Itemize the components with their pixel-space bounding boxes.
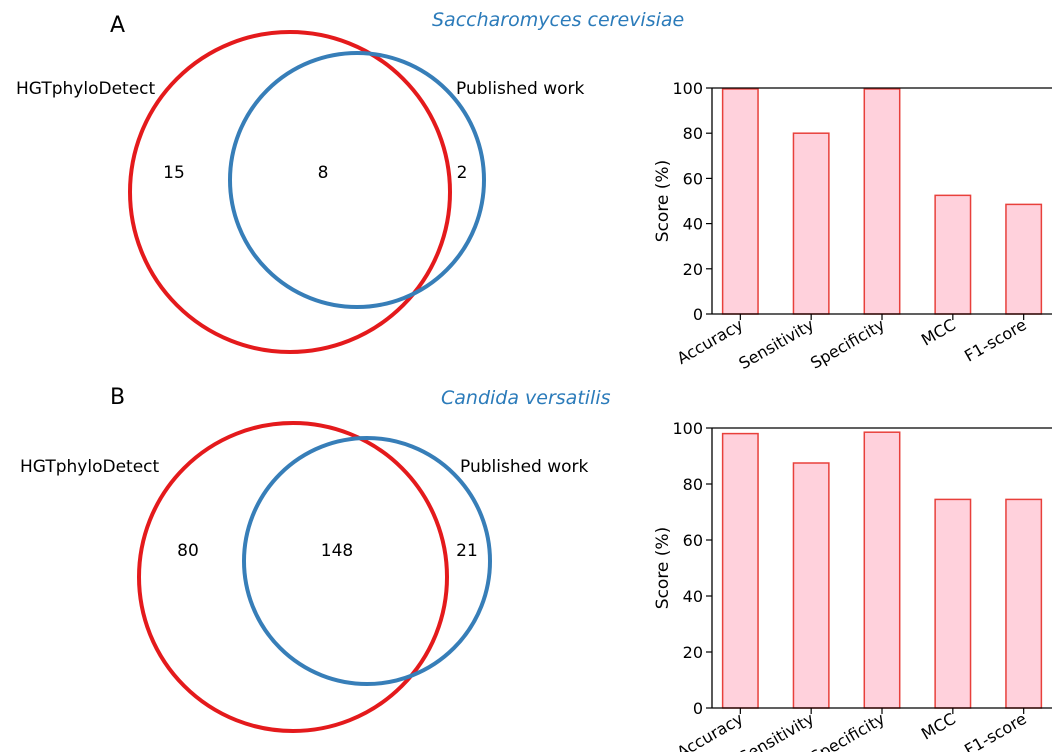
x-tick-label-mcc: MCC <box>918 709 959 744</box>
venn-label-published-b: Published work <box>460 457 589 477</box>
y-tick-label: 0 <box>693 305 703 324</box>
x-tick-label-accuracy: Accuracy <box>674 709 747 752</box>
x-tick-label-sensitivity: Sensitivity <box>736 709 818 752</box>
x-tick-label-mcc: MCC <box>918 315 959 350</box>
bar-mcc <box>935 195 970 314</box>
y-tick-label: 80 <box>683 475 703 494</box>
venn-count-overlap-b: 148 <box>321 541 353 561</box>
panel-b: B Candida versatilis HGTphyloDetect Publ… <box>20 385 1052 752</box>
x-tick-label-accuracy: Accuracy <box>674 315 747 368</box>
x-tick-label-specificity: Specificity <box>807 709 888 752</box>
venn-label-tool-b: HGTphyloDetect <box>20 457 160 477</box>
bar-sensitivity <box>793 463 828 708</box>
bar-f1-score <box>1006 499 1041 708</box>
venn-label-published-a: Published work <box>456 79 585 99</box>
panel-a: A Saccharomyces cerevisiae HGTphyloDetec… <box>16 9 1052 373</box>
species-title-b: Candida versatilis <box>441 387 611 409</box>
bar-accuracy <box>723 89 758 314</box>
y-tick-label: 40 <box>683 215 703 234</box>
x-tick-label-specificity: Specificity <box>807 315 888 373</box>
x-tick-label-f1-score: F1-score <box>961 709 1030 752</box>
species-title-a: Saccharomyces cerevisiae <box>432 9 684 31</box>
venn-diagram-b: HGTphyloDetect Published work 80 148 21 <box>20 423 589 731</box>
venn-circle-published-a <box>230 53 484 307</box>
y-tick-label: 20 <box>683 260 703 279</box>
bar-mcc <box>935 499 970 708</box>
y-axis-label: Score (%) <box>653 527 673 609</box>
venn-count-tool-only-a: 15 <box>163 163 185 183</box>
bar-chart-a: 0 20 40 60 80 100 AccuracySensitivitySpecifici… <box>653 79 1052 373</box>
bar-specificity <box>864 432 899 708</box>
y-tick-label: 100 <box>672 79 703 98</box>
y-tick-label: 100 <box>672 419 703 438</box>
bar-accuracy <box>723 434 758 708</box>
y-axis-label: Score (%) <box>653 160 673 242</box>
y-tick-label: 60 <box>683 169 703 188</box>
x-tick-label-f1-score: F1-score <box>961 315 1030 366</box>
venn-circle-tool-b <box>139 423 447 731</box>
bar-f1-score <box>1006 204 1041 314</box>
venn-count-tool-only-b: 80 <box>177 541 199 561</box>
venn-circle-published-b <box>244 438 490 684</box>
panel-letter-b: B <box>110 385 125 410</box>
panel-letter-a: A <box>110 13 125 38</box>
x-tick-label-sensitivity: Sensitivity <box>736 315 818 373</box>
bar-specificity <box>864 89 899 314</box>
venn-count-overlap-a: 8 <box>318 163 329 183</box>
y-tick-label: 60 <box>683 531 703 550</box>
venn-circle-tool-a <box>130 32 450 352</box>
venn-count-published-only-a: 2 <box>457 163 468 183</box>
y-tick-label: 20 <box>683 643 703 662</box>
y-tick-label: 80 <box>683 124 703 143</box>
y-tick-label: 0 <box>693 699 703 718</box>
venn-label-tool-a: HGTphyloDetect <box>16 79 156 99</box>
y-tick-label: 40 <box>683 587 703 606</box>
bar-chart-b: 0 20 40 60 80 100 AccuracySensitivitySpecifici… <box>653 419 1052 752</box>
bar-sensitivity <box>793 133 828 314</box>
venn-diagram-a: HGTphyloDetect Published work 15 8 2 <box>16 32 585 352</box>
venn-count-published-only-b: 21 <box>456 541 478 561</box>
